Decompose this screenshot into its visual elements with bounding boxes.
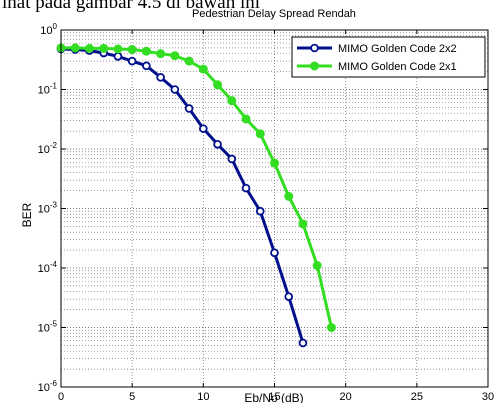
data-point — [184, 104, 194, 113]
data-point — [170, 51, 180, 61]
data-point — [127, 56, 137, 66]
data-point — [241, 114, 251, 124]
y-tick-exponent: -5 — [50, 320, 58, 329]
x-axis-label: Eb/No (dB) — [244, 391, 303, 403]
y-tick-label: 10-1 — [38, 82, 58, 97]
x-tick-label: 0 — [58, 391, 64, 403]
series-1 — [56, 43, 336, 332]
y-tick-base: 10 — [38, 323, 50, 335]
data-point — [241, 183, 251, 193]
data-point — [284, 191, 294, 201]
data-point — [298, 338, 308, 348]
y-tick-exponent: 0 — [53, 22, 58, 31]
data-point — [312, 261, 322, 271]
data-point — [227, 154, 237, 164]
y-tick-base: 10 — [38, 204, 50, 216]
y-tick-label: 10-5 — [38, 320, 58, 335]
data-point — [255, 129, 265, 139]
legend-swatch-marker — [310, 61, 319, 71]
y-tick-exponent: -6 — [50, 379, 58, 388]
data-point — [198, 64, 208, 74]
data-point — [184, 56, 194, 66]
legend: MIMO Golden Code 2x2 MIMO Golden Code 2x1 — [291, 36, 486, 78]
data-point — [213, 80, 223, 90]
legend-entry: MIMO Golden Code 2x2 — [297, 43, 457, 55]
caption-text: ihat pada gambar 4.5 di bawah ini — [2, 0, 261, 13]
x-tick-label: 15 — [268, 391, 280, 403]
y-tick-label: 10-4 — [38, 260, 58, 275]
data-point — [156, 49, 166, 59]
data-point — [99, 43, 109, 53]
y-tick-label: 10-2 — [38, 141, 58, 156]
data-point — [213, 139, 222, 149]
x-tick-label: 5 — [129, 391, 135, 403]
chart-title: Pedestrian Delay Spread Rendah — [192, 8, 356, 20]
x-tick-label: 20 — [340, 391, 352, 403]
data-point — [298, 219, 308, 229]
y-axis-label: BER — [20, 202, 34, 227]
legend-label: MIMO Golden Code 2x2 — [338, 43, 457, 55]
data-point — [127, 45, 137, 55]
legend-label: MIMO Golden Code 2x1 — [338, 61, 457, 73]
y-tick-label: 10-3 — [38, 201, 58, 216]
y-tick-base: 10 — [38, 85, 50, 97]
y-tick-exponent: -3 — [50, 201, 58, 210]
data-point — [255, 206, 265, 216]
data-point — [113, 44, 123, 54]
y-tick-label: 100 — [40, 22, 57, 37]
series-0 — [56, 44, 308, 348]
series-layer — [56, 43, 336, 348]
data-point — [142, 61, 151, 71]
legend-entry: MIMO Golden Code 2x1 — [297, 61, 457, 73]
y-tick-exponent: -1 — [50, 82, 58, 91]
y-tick-label: 10-6 — [38, 379, 58, 394]
data-point — [141, 46, 151, 56]
legend-swatch-marker — [310, 43, 319, 53]
x-tick-label: 25 — [411, 391, 423, 403]
data-point — [227, 96, 237, 106]
data-point — [113, 52, 123, 61]
data-point — [326, 323, 336, 332]
x-tick-label: 10 — [197, 391, 209, 403]
data-point — [199, 124, 208, 133]
y-tick-base: 10 — [40, 25, 52, 37]
y-tick-base: 10 — [38, 263, 50, 275]
data-point — [270, 248, 279, 258]
x-tick-label: 30 — [482, 391, 494, 403]
y-tick-exponent: -2 — [50, 141, 58, 150]
data-point — [170, 85, 180, 94]
data-point — [284, 292, 294, 301]
y-tick-base: 10 — [38, 144, 50, 156]
data-point — [156, 73, 165, 82]
data-point — [84, 43, 94, 53]
y-tick-exponent: -4 — [50, 260, 58, 269]
data-point — [70, 43, 80, 53]
data-point — [270, 158, 279, 168]
legend-box — [291, 36, 486, 78]
y-tick-base: 10 — [38, 382, 50, 394]
